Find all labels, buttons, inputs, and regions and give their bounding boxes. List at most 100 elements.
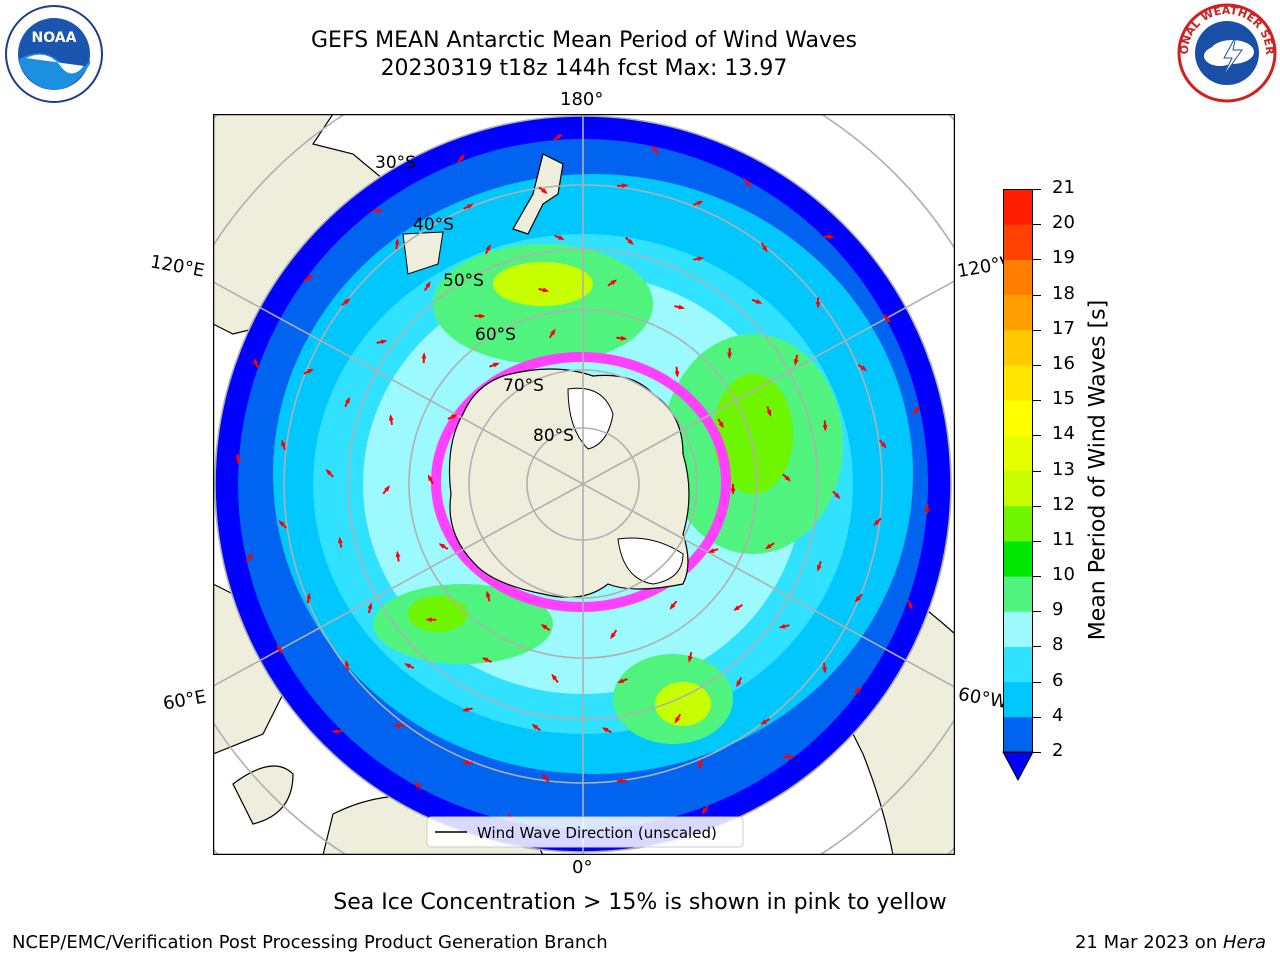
wind-wave-arrow-head <box>701 808 708 815</box>
wind-wave-arrow-head <box>853 688 861 695</box>
ross-ice-shelf <box>567 387 614 450</box>
wind-wave-arrow-head <box>395 550 401 558</box>
wind-wave-arrow-head <box>616 778 623 784</box>
map-panel: 30°S 40°S 50°S 60°S 70°S 80°S Wind Wave … <box>213 114 955 855</box>
colorbar-band <box>1003 435 1033 471</box>
colorbar-band <box>1003 576 1033 612</box>
noaa-logo: NOAA <box>4 4 104 104</box>
colorbar-band <box>1003 681 1033 718</box>
noaa-logo-text: NOAA <box>32 30 77 46</box>
new-zealand-land <box>512 153 564 235</box>
wind-wave-arrow-head <box>551 673 558 681</box>
wind-wave-arrow-head <box>550 328 556 336</box>
wind-wave-arrow-head <box>541 773 548 780</box>
lon-label-0: 0° <box>572 857 593 878</box>
wind-wave-arrow-head <box>344 659 350 667</box>
legend-label: Wind Wave Direction (unscaled) <box>477 824 717 842</box>
colorbar-tick-mark <box>1033 259 1041 261</box>
colorbar-tick-label: 18 <box>1052 282 1075 304</box>
wind-wave-arrow-head <box>727 352 732 360</box>
wind-wave-arrow-head <box>760 719 767 725</box>
wind-wave-arrow-head <box>762 245 768 253</box>
colorbar-tick-mark <box>1033 540 1041 542</box>
lon-label-60e: 60°E <box>161 686 208 715</box>
wind-wave-arrow-head <box>621 183 629 189</box>
madagascar-land <box>232 765 294 825</box>
colorbar-tick-label: 13 <box>1052 458 1075 480</box>
colorbar-tick-mark <box>1033 329 1041 331</box>
lon-label-180: 180° <box>560 89 604 110</box>
chart-title: GEFS MEAN Antarctic Mean Period of Wind … <box>311 28 857 53</box>
colorbar-band <box>1003 259 1033 296</box>
wind-wave-arrow-head <box>531 723 539 730</box>
wind-wave-arrow-head <box>718 421 724 429</box>
colorbar-tick-mark <box>1033 611 1041 613</box>
wind-wave-arrow-head <box>674 716 680 724</box>
wind-wave-arrow-head <box>404 663 411 669</box>
colorbar-band <box>1003 716 1033 753</box>
wind-wave-arrow-head <box>461 707 469 712</box>
wind-wave-arrow-head <box>610 632 616 640</box>
wind-wave-arrow-head <box>782 754 790 760</box>
colorbar-tick-label: 15 <box>1052 388 1075 410</box>
wind-wave-arrow-head <box>860 365 868 372</box>
wind-wave-arrow-head <box>556 133 563 140</box>
tasmania-land <box>402 231 444 275</box>
wind-wave-arrow-head <box>427 474 433 482</box>
colorbar-band <box>1003 540 1033 577</box>
wind-wave-arrow-head <box>652 147 659 155</box>
wind-wave-arrow-head <box>253 357 259 365</box>
national-weather-service-logo: NATIONAL WEATHER SERVICE <box>1171 0 1278 104</box>
weddell-ice-shelf <box>617 537 684 585</box>
wind-wave-arrow-head <box>331 728 338 734</box>
colorbar-tick-label: 20 <box>1052 212 1075 234</box>
wind-wave-arrow-head <box>784 475 792 482</box>
wind-wave-arrow-head <box>907 603 913 611</box>
wind-wave-arrow-head <box>485 243 491 251</box>
colorbar-band <box>1003 189 1033 225</box>
wind-wave-arrow-head <box>736 680 742 688</box>
colorbar-tick-label: 21 <box>1052 177 1075 198</box>
wind-wave-arrow-head <box>338 536 343 544</box>
wind-wave-arrow-head <box>438 543 446 549</box>
wind-wave-arrow-head <box>281 439 286 447</box>
wind-wave-arrow-head <box>306 592 311 600</box>
wind-wave-arrow-head <box>815 302 821 309</box>
wind-wave-arrow-head <box>542 287 550 293</box>
colorbar <box>1002 189 1034 782</box>
colorbar-tick-label: 11 <box>1052 528 1075 550</box>
wind-wave-arrow-head <box>610 279 618 285</box>
lat-label-40s: 40°S <box>413 215 454 235</box>
footer-right: 21 Mar 2023 on Hera <box>1075 932 1266 953</box>
colorbar-tick-label: 4 <box>1052 704 1064 726</box>
wind-wave-arrow-head <box>235 453 241 460</box>
colorbar-tick-label: 9 <box>1052 599 1064 621</box>
wind-wave-arrows <box>235 133 930 834</box>
wind-wave-arrow-head <box>276 644 283 651</box>
colorbar-tick-mark <box>1033 470 1041 472</box>
wind-wave-arrow-head <box>425 281 431 288</box>
wind-wave-arrow-head <box>913 408 919 416</box>
wind-wave-arrow-head <box>481 657 489 663</box>
wind-wave-arrow-head <box>325 468 332 476</box>
wind-wave-arrow-head <box>854 596 861 603</box>
wind-wave-arrow-head <box>413 781 421 788</box>
colorbar-tick-mark <box>1033 716 1041 718</box>
wind-wave-arrow-head <box>817 564 822 572</box>
colorbar-tick-label: 14 <box>1052 423 1075 445</box>
colorbar-band <box>1003 400 1033 436</box>
wind-wave-arrow-head <box>388 414 394 421</box>
wind-wave-arrow-head <box>307 368 314 374</box>
colorbar-tick-mark <box>1033 646 1041 648</box>
wind-wave-arrow-head <box>617 678 624 683</box>
colorbar-band <box>1003 470 1033 507</box>
lat-label-70s: 70°S <box>503 376 544 396</box>
colorbar-tick-label: 19 <box>1052 247 1075 269</box>
footer-date: 21 Mar 2023 on <box>1074 932 1223 953</box>
wind-wave-arrow-head <box>674 371 680 378</box>
wind-wave-arrow-head <box>766 410 772 417</box>
wind-wave-arrow-head <box>924 508 930 515</box>
colorbar-band <box>1003 329 1033 366</box>
wind-wave-arrow-head <box>822 424 828 432</box>
colorbar-band <box>1003 646 1033 683</box>
